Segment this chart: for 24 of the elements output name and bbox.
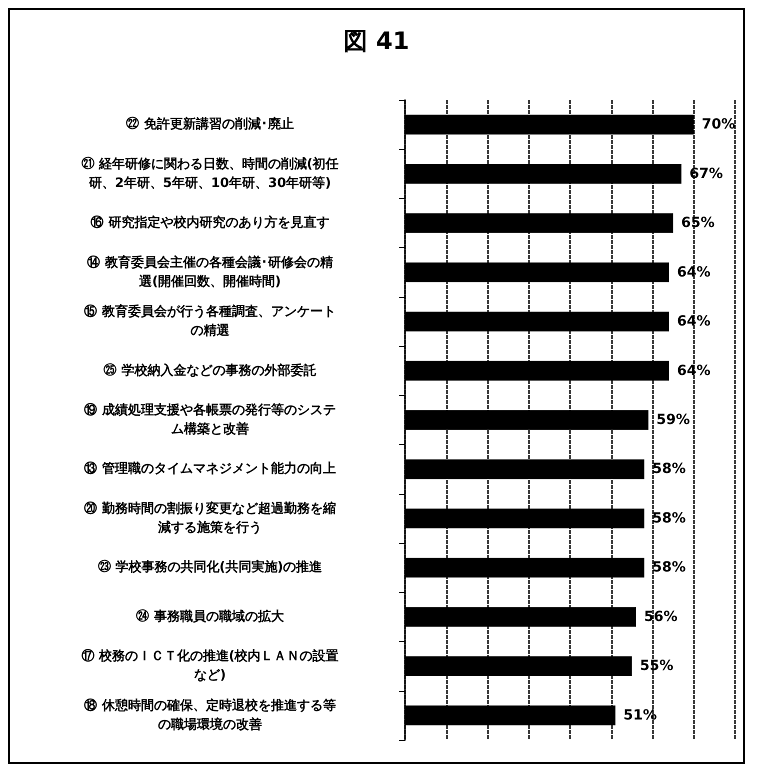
y-tick-label: ⑭ 教育委員会主催の各種会議･研修会の精選(開催回数、開催時間) <box>87 254 333 290</box>
data-label: 58% <box>652 510 686 526</box>
data-label: 65% <box>681 215 715 232</box>
chart-title: 図 41 <box>344 27 410 55</box>
data-label: 59% <box>656 412 690 428</box>
y-tick-label: ⑱ 休憩時間の確保、定時退校を推進する等の職場環境の改善 <box>84 697 336 732</box>
y-tick-label: ⑰ 校務のＩＣＴ化の推進(校内ＬＡＮの設置など) <box>81 648 339 684</box>
data-label: 70% <box>702 116 736 133</box>
data-label: 58% <box>652 461 686 478</box>
y-tick-label: ⑯ 研究指定や校内研究のあり方を見直す <box>90 214 330 231</box>
y-tick-label: ⑮ 教育委員会が行う各種調査、アンケートの精選 <box>84 304 336 339</box>
data-label: 58% <box>652 560 686 576</box>
y-tick-label: ⑲ 成績処理支援や各帳票の発行等のシステム構築と改善 <box>84 402 336 437</box>
y-tick-label: ㉒ 免許更新講習の削減･廃止 <box>126 116 294 132</box>
data-label: 67% <box>689 166 723 182</box>
data-label: 56% <box>644 608 678 625</box>
y-tick-label: ㉕ 学校納入金などの事務の外部委託 <box>104 362 316 378</box>
y-tick-label: ㉔ 事務職員の職域の拡大 <box>136 608 285 624</box>
y-tick-label: ㉑ 経年研修に関わる日数、時間の削減(初任研、2年研、5年研、10年研、30年研等) <box>81 156 339 191</box>
data-label: 55% <box>640 658 674 674</box>
y-tick-label: ⑳ 勤務時間の割振り変更など超過勤務を縮減する施策を行う <box>84 500 336 536</box>
y-tick-label: ⑬ 管理職のタイムマネジメント能力の向上 <box>84 460 336 477</box>
data-label: 51% <box>623 707 657 724</box>
y-tick-label: ㉓ 学校事務の共同化(共同実施)の推進 <box>98 559 324 576</box>
